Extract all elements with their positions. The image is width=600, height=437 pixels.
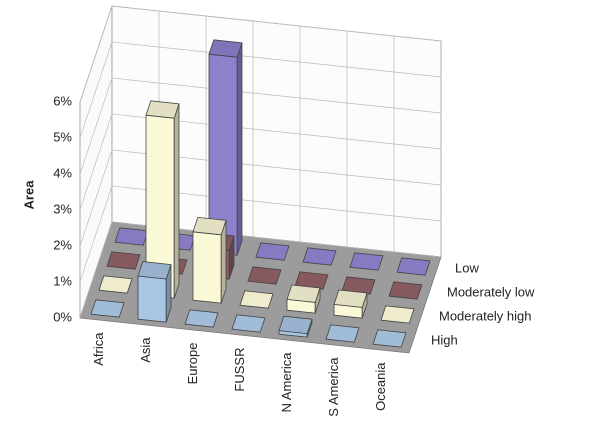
bar-top bbox=[145, 100, 180, 119]
bar bbox=[255, 242, 290, 261]
bar-top bbox=[208, 39, 243, 58]
x-tick-label: Africa bbox=[91, 332, 106, 366]
bar bbox=[333, 289, 368, 319]
grid-line bbox=[79, 77, 442, 175]
bar-top bbox=[302, 247, 337, 266]
bar bbox=[380, 305, 415, 324]
bar-top bbox=[372, 329, 407, 348]
bar bbox=[231, 314, 266, 333]
bar bbox=[192, 216, 227, 304]
bar bbox=[98, 275, 133, 294]
bar-top bbox=[192, 216, 227, 236]
bar bbox=[325, 324, 360, 343]
bar-top bbox=[396, 257, 431, 276]
y-tick-label: 2% bbox=[53, 237, 72, 252]
series-label: Moderately high bbox=[439, 308, 532, 323]
x-tick-label: Asia bbox=[138, 337, 153, 363]
y-tick-label: 1% bbox=[53, 273, 72, 288]
bar bbox=[106, 251, 141, 270]
bar bbox=[247, 266, 282, 285]
bar-top bbox=[114, 227, 149, 246]
y-tick-label: 3% bbox=[53, 201, 72, 216]
grid-line bbox=[79, 41, 442, 139]
bar-top bbox=[325, 324, 360, 343]
bar bbox=[286, 284, 321, 314]
y-tick-label: 5% bbox=[53, 129, 72, 144]
bar bbox=[349, 252, 384, 271]
x-tick-label: FUSSR bbox=[232, 348, 247, 392]
y-tick-label: 6% bbox=[53, 93, 72, 108]
y-tick-label: 4% bbox=[53, 165, 72, 180]
bar-top bbox=[278, 315, 313, 335]
bar bbox=[278, 315, 313, 338]
grid-line bbox=[79, 149, 442, 247]
bar-top bbox=[380, 305, 415, 324]
bar bbox=[239, 290, 274, 309]
grid-line bbox=[79, 221, 442, 319]
bar-top bbox=[349, 252, 384, 271]
bar-side bbox=[173, 103, 180, 299]
bar-top bbox=[388, 281, 423, 300]
bar-top bbox=[333, 289, 368, 308]
grid-line bbox=[79, 113, 442, 211]
bar-top bbox=[90, 299, 125, 318]
bar bbox=[388, 281, 423, 300]
bar-top bbox=[106, 251, 141, 270]
y-tick-label: 0% bbox=[53, 309, 72, 324]
bar bbox=[184, 309, 219, 328]
grid-line bbox=[79, 5, 442, 103]
bar bbox=[208, 39, 243, 256]
bar-top bbox=[231, 314, 266, 333]
series-label: Moderately low bbox=[447, 284, 535, 299]
bar-side bbox=[236, 42, 243, 256]
bar-top bbox=[98, 275, 133, 294]
grid-line bbox=[79, 185, 442, 283]
bar-top bbox=[286, 284, 321, 303]
bar bbox=[145, 100, 180, 299]
bar bbox=[372, 329, 407, 348]
x-tick-label: S America bbox=[326, 357, 341, 417]
bar-front bbox=[137, 275, 167, 323]
x-tick-label: Europe bbox=[185, 343, 200, 385]
series-label: Low bbox=[455, 260, 479, 275]
bar-top bbox=[239, 290, 274, 309]
bar bbox=[137, 261, 172, 323]
series-label: High bbox=[431, 332, 458, 347]
bar bbox=[302, 247, 337, 266]
bar-top bbox=[255, 242, 290, 261]
bar-top bbox=[137, 261, 172, 280]
x-tick-label: N America bbox=[279, 352, 294, 413]
bar-top bbox=[247, 266, 282, 285]
bar bbox=[396, 257, 431, 276]
bar-top bbox=[184, 309, 219, 328]
x-tick-label: Oceania bbox=[373, 362, 388, 411]
bar bbox=[114, 227, 149, 246]
bar-front bbox=[192, 231, 222, 304]
y-axis-title: Area bbox=[21, 180, 36, 210]
bar bbox=[90, 299, 125, 318]
